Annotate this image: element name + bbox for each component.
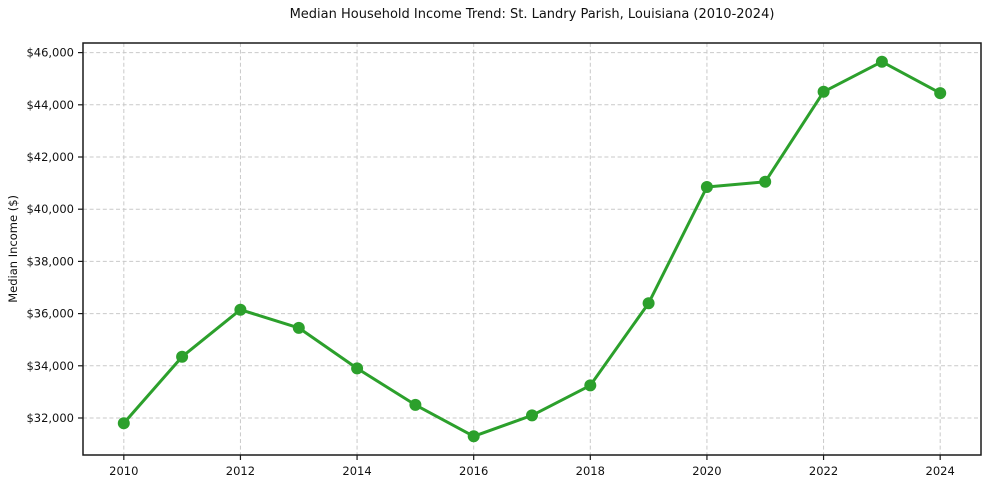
data-point-2020 xyxy=(700,181,713,193)
data-point-2021 xyxy=(759,175,772,188)
x-tick-label: 2022 xyxy=(809,464,838,478)
y-tick-label: $46,000 xyxy=(26,46,74,60)
y-tick-label: $40,000 xyxy=(26,202,74,216)
plot-border xyxy=(82,42,982,456)
x-tick-label: 2018 xyxy=(576,464,605,478)
data-point-2016 xyxy=(467,430,480,443)
y-tick-label: $44,000 xyxy=(26,98,74,112)
x-tick-label: 2016 xyxy=(459,464,488,478)
data-point-2015 xyxy=(409,398,422,411)
chart-title: Median Household Income Trend: St. Landr… xyxy=(289,7,775,22)
y-tick-label: $36,000 xyxy=(26,307,74,321)
data-point-2017 xyxy=(526,409,538,422)
x-tick-label: 2020 xyxy=(692,464,721,478)
x-tick-label: 2010 xyxy=(109,464,138,478)
data-point-2022 xyxy=(817,85,830,98)
data-point-2014 xyxy=(351,362,364,375)
data-point-2024 xyxy=(934,87,947,100)
y-tick-label: $38,000 xyxy=(26,254,74,268)
data-point-2023 xyxy=(875,55,888,68)
x-tick-label: 2024 xyxy=(926,464,955,478)
data-point-2013 xyxy=(292,321,305,334)
data-point-2012 xyxy=(234,303,247,316)
y-tick-label: $42,000 xyxy=(26,150,74,164)
x-tick-label: 2012 xyxy=(226,464,255,478)
data-point-2019 xyxy=(642,297,655,310)
y-tick-label: $32,000 xyxy=(26,411,74,425)
y-tick-label: $34,000 xyxy=(26,359,74,373)
data-point-2018 xyxy=(584,379,597,392)
data-point-2010 xyxy=(117,417,130,430)
data-point-2011 xyxy=(176,350,189,363)
income-series-line xyxy=(122,60,942,438)
x-tick-label: 2014 xyxy=(342,464,371,478)
